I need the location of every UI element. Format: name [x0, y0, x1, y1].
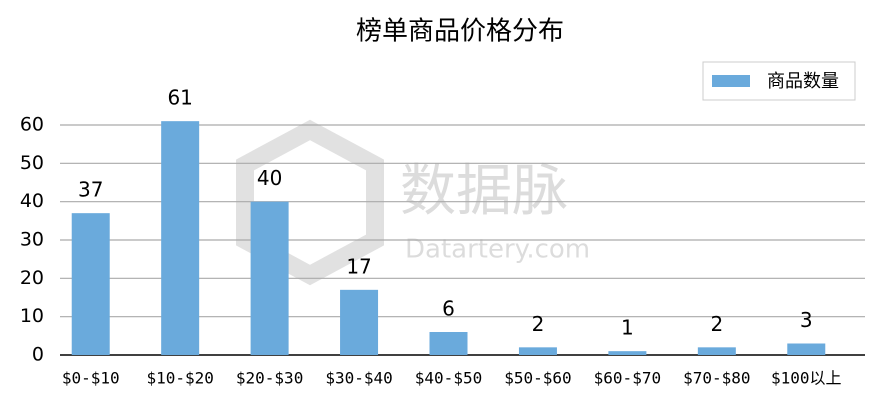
bar: [161, 121, 200, 356]
bar: [71, 213, 110, 355]
value-label: 40: [257, 166, 282, 190]
value-label: 3: [800, 308, 813, 332]
y-tick-label: 50: [20, 152, 44, 174]
x-tick-label: $20-$30: [236, 369, 303, 388]
watermark: 数据脉 Datartery.com: [236, 119, 590, 286]
legend-swatch: [712, 75, 750, 87]
y-tick-label: 30: [20, 229, 44, 251]
watermark-url: Datartery.com: [405, 235, 590, 265]
y-tick-label: 10: [20, 305, 44, 327]
y-tick-label: 0: [32, 344, 44, 366]
bar: [608, 351, 647, 355]
bar: [340, 289, 379, 355]
x-tick-label: $40-$50: [415, 369, 482, 388]
value-label: 1: [621, 316, 634, 340]
y-tick-label: 60: [20, 114, 44, 136]
x-tick-label: $50-$60: [504, 369, 571, 388]
watermark-logo: [236, 119, 384, 286]
value-label: 17: [346, 254, 371, 278]
y-tick-label: 20: [20, 267, 44, 289]
x-tick-label: $30-$40: [325, 369, 392, 388]
bar: [250, 201, 289, 355]
x-tick-label: $70-$80: [683, 369, 750, 388]
chart-title: 榜单商品价格分布: [356, 17, 564, 47]
y-tick-label: 40: [20, 190, 44, 212]
bar: [787, 343, 826, 355]
x-tick-label: $0-$10: [62, 369, 120, 388]
value-label: 2: [710, 312, 723, 336]
value-label: 2: [532, 312, 545, 336]
value-label: 61: [167, 86, 192, 110]
legend-label: 商品数量: [767, 71, 839, 92]
x-tick-label: $10-$20: [146, 369, 213, 388]
x-tick-label: $60-$70: [594, 369, 661, 388]
bar: [429, 332, 468, 355]
value-label: 37: [78, 178, 103, 202]
bar: [518, 347, 557, 355]
bar: [697, 347, 736, 355]
watermark-text: 数据脉: [400, 159, 568, 224]
legend-box: [702, 61, 856, 101]
x-tick-label: $100以上: [771, 369, 842, 388]
value-label: 6: [442, 297, 455, 321]
